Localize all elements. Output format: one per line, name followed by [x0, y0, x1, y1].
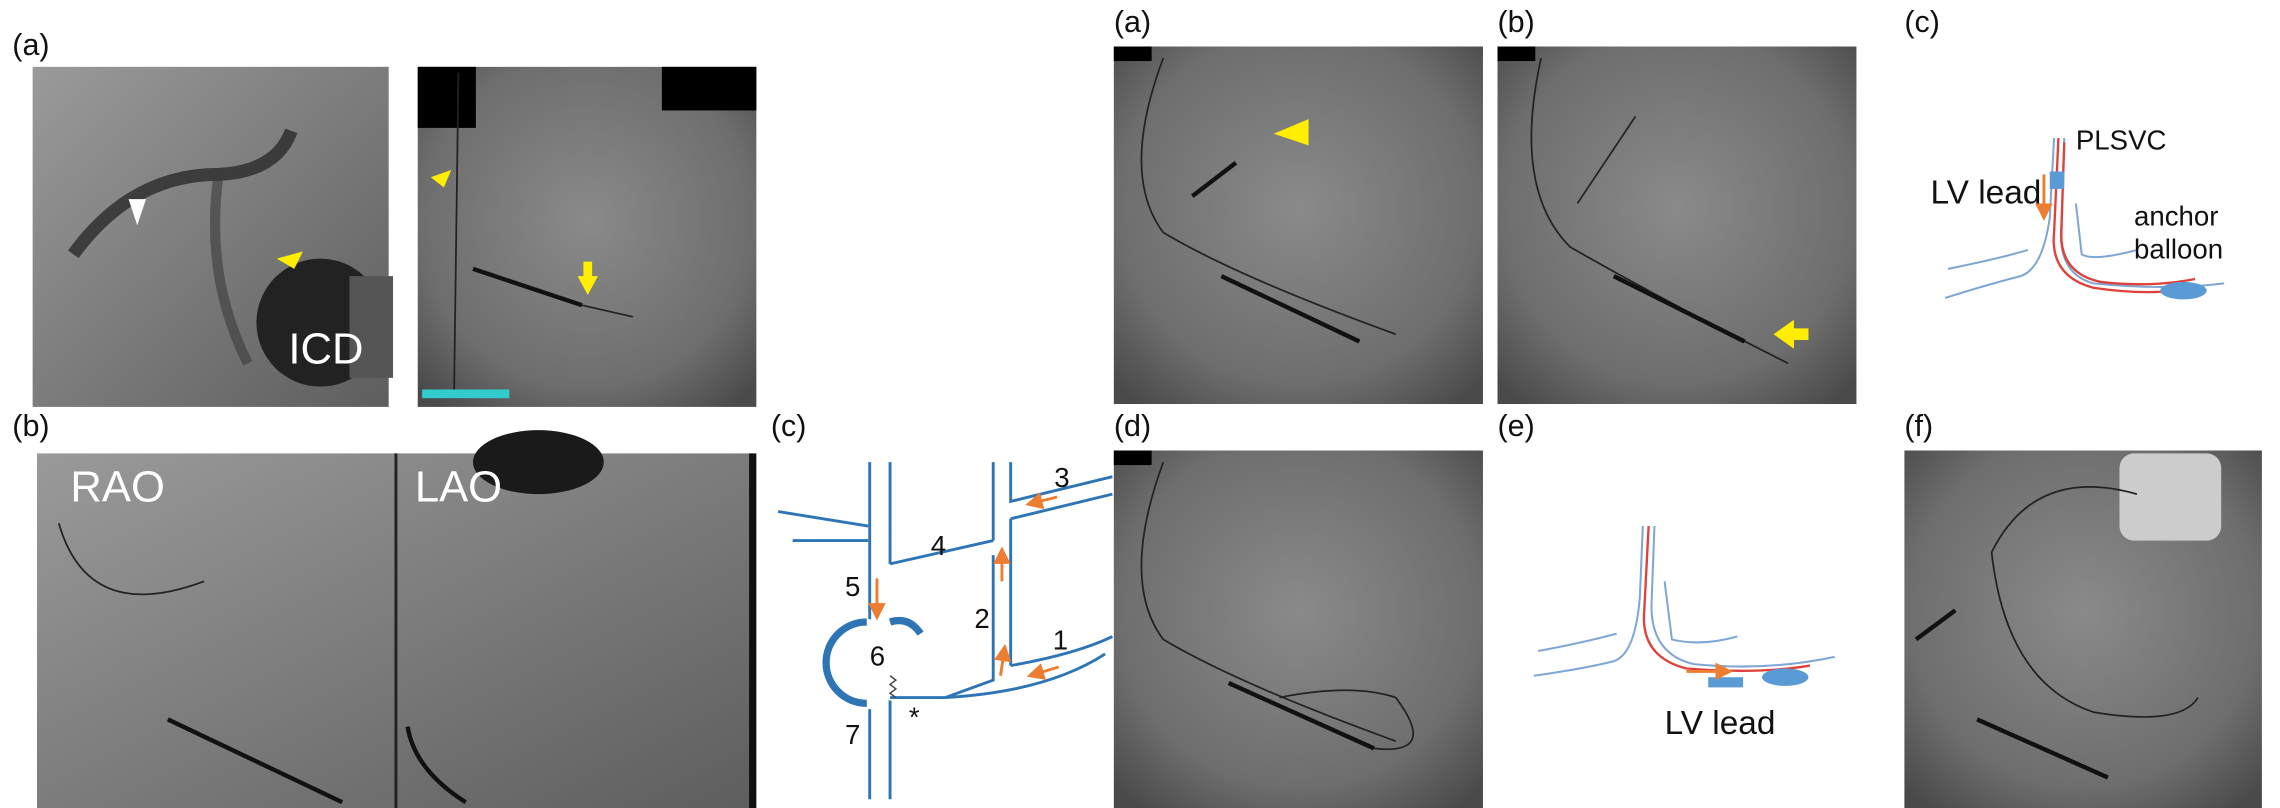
xray-image: ICD: [33, 67, 393, 407]
panel-label: (c): [1904, 5, 1940, 39]
lead-diagram: LV lead: [1534, 526, 1835, 742]
panel-label: (a): [12, 28, 49, 62]
panel-label: (b): [1497, 5, 1534, 39]
annotation: balloon: [2134, 234, 2223, 265]
xray-image: [1114, 451, 1483, 808]
xray-image: [1904, 451, 2261, 808]
vessel-number: 6: [870, 641, 885, 672]
figure: (a) ICD (b) RAO LAO (c) 1 2 3 4 5 6 7 * …: [0, 0, 2280, 808]
vessel-number: 7: [845, 719, 860, 750]
xray-image: [1114, 47, 1483, 404]
vein-diagram: 1 2 3 4 5 6 7 *: [778, 462, 1112, 799]
vessel-number: 5: [845, 571, 860, 602]
view-label: LAO: [415, 463, 502, 511]
device-label: ICD: [288, 325, 363, 373]
vessel-number: 1: [1053, 625, 1068, 656]
xray-image: RAO LAO: [37, 430, 756, 808]
xray-image: [418, 67, 757, 407]
annotation: LV lead: [1931, 174, 2042, 211]
annotation: anchor: [2134, 200, 2218, 231]
lead-diagram: PLSVC LV lead anchor balloon: [1931, 125, 2225, 300]
vessel-number: 2: [974, 603, 989, 634]
panel-label: (a): [1114, 5, 1151, 39]
page: (a) ICD (b) RAO LAO (c) 1 2 3 4 5 6 7 * …: [0, 0, 2280, 808]
xray-image: [1497, 47, 1856, 404]
panel-label: (d): [1114, 409, 1151, 443]
annotation: PLSVC: [2076, 125, 2167, 156]
asterisk: *: [909, 702, 920, 733]
vessel-number: 3: [1054, 462, 1069, 493]
panel-label: (b): [12, 409, 49, 443]
panel-label: (f): [1904, 409, 1933, 443]
vessel-number: 4: [931, 530, 946, 561]
view-label: RAO: [70, 463, 164, 511]
panel-label: (c): [771, 409, 807, 443]
annotation: LV lead: [1665, 705, 1776, 742]
panel-label: (e): [1497, 409, 1534, 443]
